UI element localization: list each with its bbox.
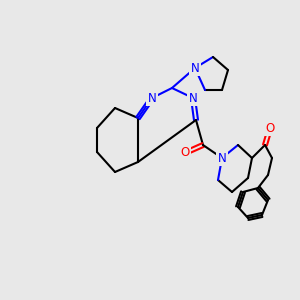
Text: N: N: [148, 92, 156, 104]
Text: O: O: [180, 146, 190, 160]
Text: N: N: [189, 92, 197, 104]
Text: N: N: [218, 152, 226, 164]
Text: O: O: [266, 122, 274, 134]
Text: N: N: [190, 61, 200, 74]
